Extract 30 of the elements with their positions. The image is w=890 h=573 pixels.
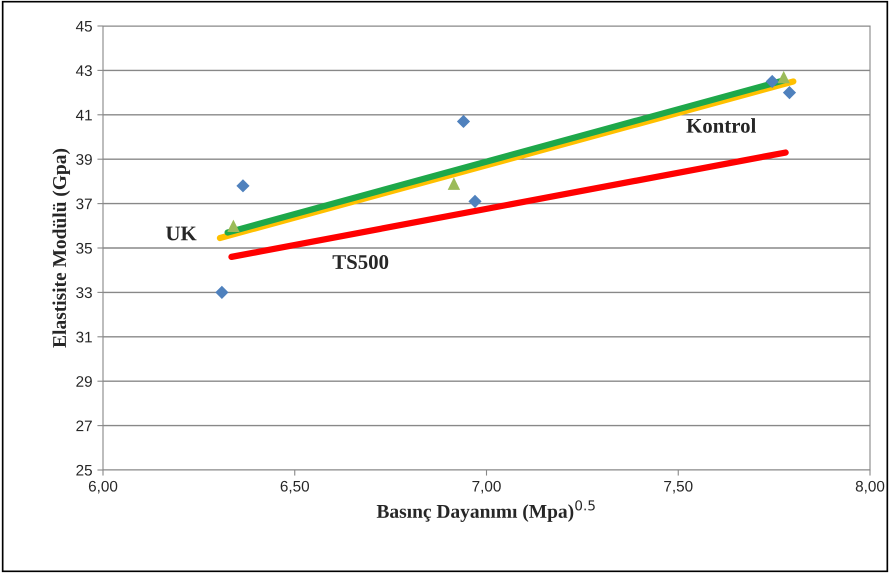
y-tick-label: 41: [76, 110, 92, 120]
point: [236, 179, 250, 192]
series-label: TS500: [332, 254, 388, 270]
point: [766, 74, 779, 88]
point: [456, 114, 470, 128]
point: [782, 86, 796, 100]
x-tick-label: 7,50: [664, 480, 693, 494]
y-tick-label: 45: [76, 21, 92, 32]
x-tick-label: 8,00: [856, 480, 884, 494]
x-tick-label: 6,00: [88, 480, 118, 494]
point: [468, 194, 482, 208]
x-tick-label: 6,50: [280, 480, 310, 494]
y-tick-label: 35: [76, 242, 92, 254]
y-tick-label: 33: [76, 287, 92, 298]
point: [778, 70, 790, 84]
y-tick-label: 43: [76, 65, 92, 76]
point: [215, 286, 228, 299]
y-tick-label: 37: [76, 198, 92, 210]
y-axis-title: Elastisite Modülü (Gpa): [52, 148, 70, 348]
y-tick-label: 29: [76, 376, 92, 387]
y-tick-label: 39: [76, 154, 92, 165]
y-tick-label: 27: [76, 420, 92, 432]
y-tick-label: 25: [76, 464, 92, 476]
point: [227, 220, 240, 232]
y-tick-label: 31: [76, 332, 92, 342]
series-label: UK: [166, 226, 197, 240]
series-label: Kontrol: [686, 118, 756, 133]
x-tick-label: 7,00: [472, 480, 501, 494]
point: [448, 177, 460, 190]
x-axis-title: Basınç Dayanımı (Mpa)$^{0.5}$: [376, 500, 595, 522]
